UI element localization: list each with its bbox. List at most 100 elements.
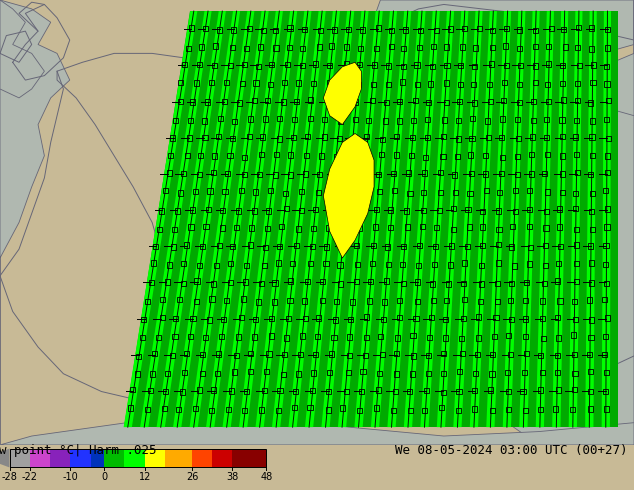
Bar <box>531 118 536 123</box>
Bar <box>444 63 450 68</box>
Bar <box>288 152 294 158</box>
Bar <box>342 225 347 230</box>
Bar <box>365 335 370 340</box>
Bar <box>348 317 353 322</box>
Bar <box>192 448 212 467</box>
Bar <box>545 82 550 87</box>
Bar <box>171 135 176 141</box>
Bar <box>30 448 50 467</box>
Bar <box>481 224 486 230</box>
Text: 12: 12 <box>138 472 151 482</box>
Bar <box>190 99 195 104</box>
Bar <box>280 224 285 229</box>
Bar <box>224 171 230 176</box>
Bar <box>353 117 358 122</box>
Bar <box>344 389 349 394</box>
Bar <box>449 243 454 248</box>
Bar <box>524 280 529 285</box>
Bar <box>489 61 495 67</box>
Bar <box>379 152 384 157</box>
Bar <box>370 98 375 103</box>
Bar <box>503 43 508 49</box>
Polygon shape <box>190 11 254 427</box>
Bar <box>165 370 171 376</box>
Bar <box>231 27 236 33</box>
Bar <box>490 408 495 413</box>
Bar <box>145 298 150 304</box>
Bar <box>453 190 458 196</box>
Bar <box>183 370 188 375</box>
Bar <box>240 81 245 86</box>
Bar <box>249 225 254 231</box>
Bar <box>543 209 548 214</box>
Bar <box>456 389 462 394</box>
Bar <box>305 134 310 140</box>
Bar <box>278 388 283 393</box>
Bar <box>212 448 233 467</box>
Bar <box>337 136 342 141</box>
Bar <box>347 334 352 340</box>
Bar <box>236 208 241 214</box>
Bar <box>575 170 580 175</box>
Bar <box>527 188 533 194</box>
Bar <box>573 206 578 211</box>
Bar <box>510 244 515 249</box>
Bar <box>332 170 337 175</box>
Bar <box>216 351 221 357</box>
Bar <box>302 26 307 32</box>
Bar <box>259 152 264 157</box>
Bar <box>461 281 466 286</box>
Bar <box>489 371 495 377</box>
Bar <box>482 153 488 158</box>
Bar <box>264 369 269 374</box>
Bar <box>339 245 344 250</box>
Bar <box>361 369 366 374</box>
Bar <box>410 371 415 377</box>
Bar <box>533 64 538 69</box>
Bar <box>340 81 346 87</box>
Bar <box>415 82 420 87</box>
Bar <box>313 61 318 67</box>
Bar <box>372 62 377 68</box>
Bar <box>327 370 332 375</box>
Bar <box>431 44 436 49</box>
Bar <box>296 226 301 232</box>
Bar <box>276 260 281 266</box>
Polygon shape <box>124 11 618 427</box>
Bar <box>148 280 153 285</box>
Bar <box>162 389 167 394</box>
Bar <box>474 352 479 357</box>
Bar <box>243 279 249 285</box>
Bar <box>401 64 406 69</box>
Bar <box>176 407 181 412</box>
Bar <box>385 245 391 250</box>
Bar <box>198 45 204 50</box>
Bar <box>307 405 313 410</box>
Bar <box>282 80 287 85</box>
Bar <box>452 172 457 177</box>
Bar <box>430 297 436 303</box>
Bar <box>400 79 405 85</box>
Bar <box>281 372 286 377</box>
Bar <box>384 278 389 284</box>
Bar <box>462 260 467 266</box>
Bar <box>377 371 382 376</box>
Bar <box>430 281 435 287</box>
Bar <box>495 281 500 286</box>
Bar <box>443 335 448 341</box>
Polygon shape <box>368 0 634 143</box>
Bar <box>444 100 449 105</box>
Bar <box>215 371 220 376</box>
Bar <box>467 224 472 230</box>
Bar <box>70 448 91 467</box>
Bar <box>329 208 334 213</box>
Bar <box>249 369 254 374</box>
Bar <box>462 297 467 302</box>
Bar <box>261 27 266 33</box>
Bar <box>574 261 579 267</box>
Bar <box>221 317 226 322</box>
Bar <box>248 243 253 247</box>
Bar <box>354 262 359 267</box>
Bar <box>325 98 330 103</box>
Bar <box>354 243 359 248</box>
